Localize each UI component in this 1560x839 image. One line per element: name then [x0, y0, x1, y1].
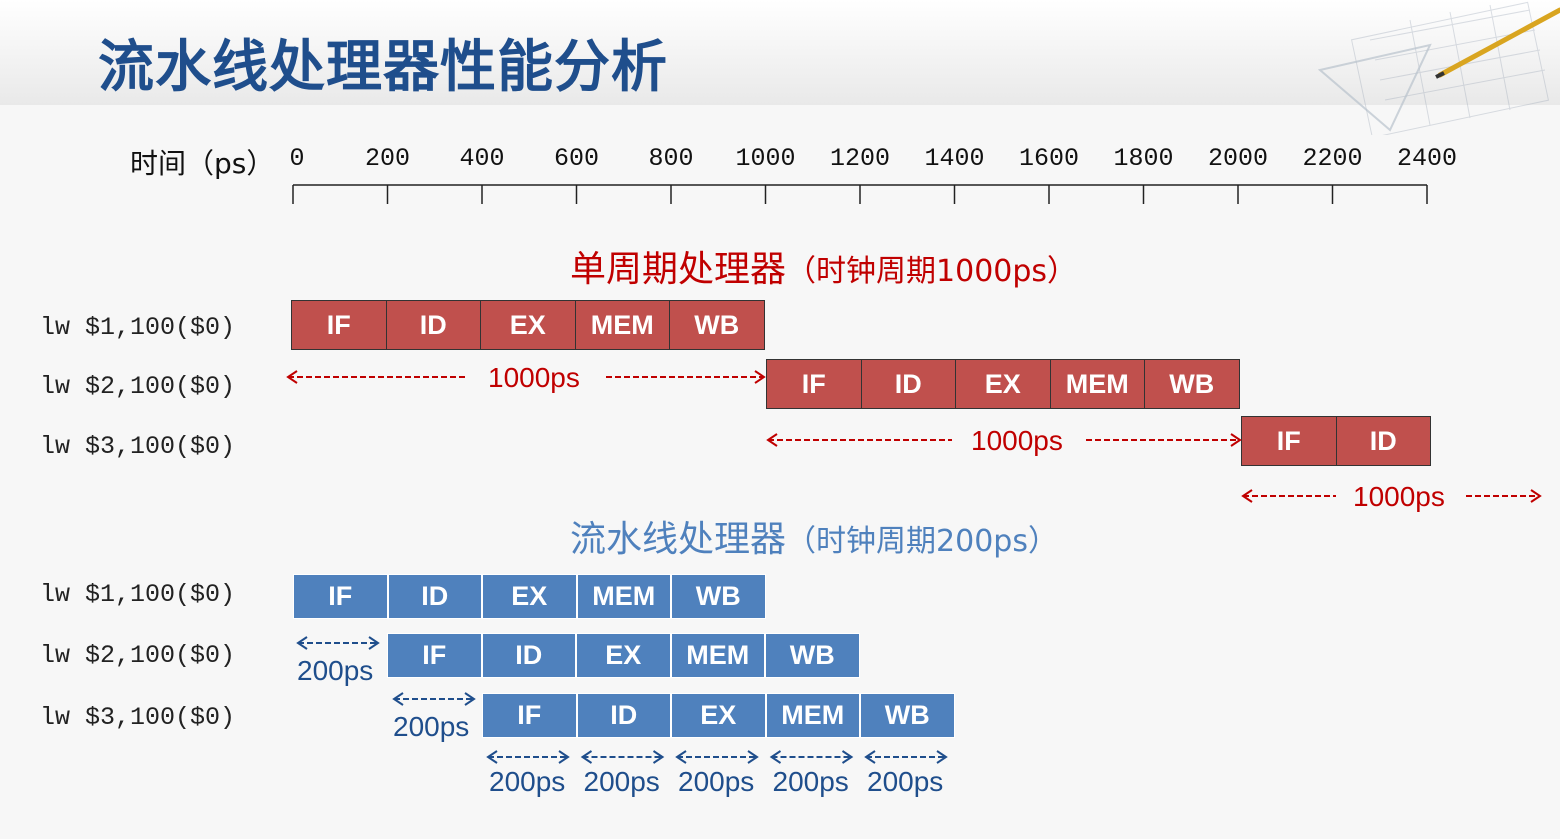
single-cycle-title-main: 单周期处理器: [570, 249, 787, 290]
pipe-instr3-stage-wb: WB: [860, 693, 955, 738]
single-instr2-stage-id: ID: [860, 359, 956, 409]
pipelined-instr-2: lw $2,100($0): [40, 641, 236, 670]
header-band: [0, 0, 1560, 105]
single-cycle-title-sub: （时钟周期1000ps）: [786, 254, 1078, 289]
pipelined-instr-3: lw $3,100($0): [40, 703, 236, 732]
tick-label-0: 0: [289, 144, 305, 173]
single-interval-label-3: 1000ps: [1353, 481, 1445, 512]
pipe-instr3-stage-mem: MEM: [765, 693, 860, 738]
single-instr1-stage-if: IF: [291, 300, 387, 350]
pipe-instr1-stage-if: IF: [293, 574, 388, 619]
tick-label-400: 400: [459, 144, 505, 173]
pipe-instr2-stage-mem: MEM: [670, 633, 765, 678]
single-instr1-stage-id: ID: [385, 300, 481, 350]
single-instr2-stage-mem: MEM: [1049, 359, 1145, 409]
pipe-instr3-stage-id: ID: [576, 693, 671, 738]
pipe-instr2-stage-wb: WB: [765, 633, 860, 678]
pipe-interval-label-6: 200ps: [772, 766, 849, 797]
single-instr3-stage-id: ID: [1335, 416, 1431, 466]
pipe-instr2-stage-id: ID: [481, 633, 576, 678]
pipelined-title-main: 流水线处理器: [570, 519, 787, 560]
pipe-instr1-stage-wb: WB: [671, 574, 766, 619]
single-cycle-instr-2: lw $2,100($0): [40, 372, 236, 401]
tick-label-2200: 2200: [1302, 144, 1363, 173]
tick-label-1400: 1400: [924, 144, 985, 173]
single-instr2-stage-if: IF: [766, 359, 862, 409]
single-instr3-stage-if: IF: [1241, 416, 1337, 466]
pipe-interval-label-1: 200ps: [297, 655, 374, 686]
tick-label-1000: 1000: [735, 144, 796, 173]
tick-label-600: 600: [553, 144, 600, 173]
single-instr1-stage-wb: WB: [669, 300, 765, 350]
tick-label-2400: 2400: [1396, 144, 1458, 173]
pipe-instr3-stage-ex: EX: [671, 693, 766, 738]
pipe-instr1-stage-ex: EX: [482, 574, 577, 619]
single-instr1-stage-mem: MEM: [574, 300, 670, 350]
single-cycle-instr-3: lw $3,100($0): [40, 432, 236, 461]
pipe-interval-label-7: 200ps: [867, 766, 944, 797]
pipe-instr3-stage-if: IF: [482, 693, 577, 738]
time-axis-label: 时间（ps）: [130, 147, 275, 180]
pipelined-title-sub: （时钟周期200ps）: [786, 524, 1058, 559]
single-instr2-stage-ex: EX: [955, 359, 1051, 409]
pipe-interval-label-4: 200ps: [583, 766, 660, 797]
pipe-instr1-stage-id: ID: [387, 574, 482, 619]
pipe-instr1-stage-mem: MEM: [576, 574, 671, 619]
single-cycle-instr-1: lw $1,100($0): [40, 313, 236, 342]
drafting-decoration-icon: [1317, 1, 1560, 135]
tick-label-1600: 1600: [1018, 144, 1080, 173]
pipe-interval-label-3: 200ps: [489, 766, 566, 797]
time-axis: [292, 184, 1428, 204]
single-instr1-stage-ex: EX: [480, 300, 576, 350]
pipe-interval-label-2: 200ps: [393, 711, 470, 742]
tick-label-200: 200: [364, 144, 411, 173]
tick-label-800: 800: [648, 144, 694, 173]
tick-label-1800: 1800: [1113, 144, 1174, 173]
pipelined-title: 流水线处理器（时钟周期200ps）: [570, 510, 1058, 562]
pipelined-instr-1: lw $1,100($0): [40, 580, 236, 609]
page-title: 流水线处理器性能分析: [98, 35, 668, 100]
single-interval-label-2: 1000ps: [971, 425, 1063, 456]
single-cycle-title: 单周期处理器（时钟周期1000ps）: [570, 240, 1077, 292]
single-interval-label-1: 1000ps: [488, 362, 580, 393]
tick-label-1200: 1200: [829, 144, 891, 173]
tick-label-2000: 2000: [1207, 144, 1269, 173]
pipe-interval-label-5: 200ps: [678, 766, 755, 797]
pipe-instr2-stage-ex: EX: [576, 633, 671, 678]
pipe-instr2-stage-if: IF: [387, 633, 482, 678]
single-instr2-stage-wb: WB: [1144, 359, 1240, 409]
